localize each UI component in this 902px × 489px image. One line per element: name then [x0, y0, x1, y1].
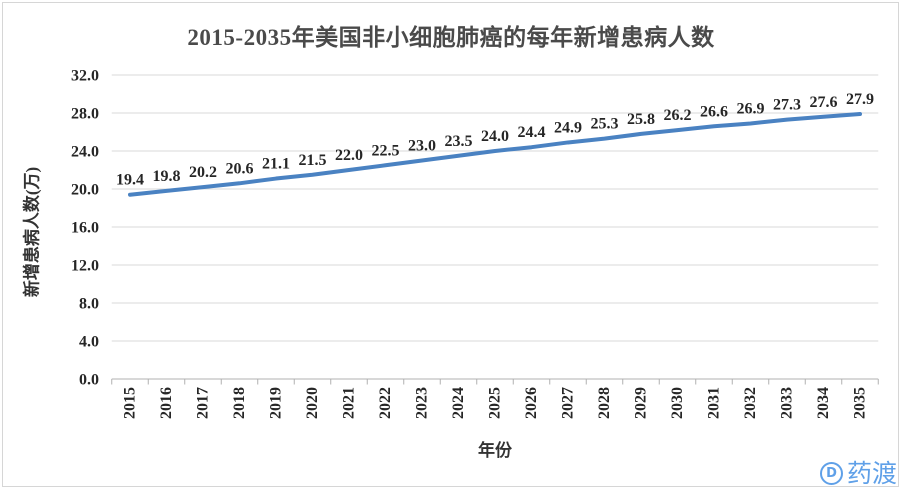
data-label: 24.9 [554, 119, 582, 136]
x-tick-label: 2029 [633, 387, 650, 419]
data-label: 26.6 [700, 103, 728, 120]
y-tick-label: 4.0 [79, 334, 99, 351]
x-tick-label: 2034 [815, 387, 832, 419]
x-tick-label: 2025 [487, 387, 504, 419]
x-tick-label: 2020 [304, 387, 321, 419]
data-label: 26.2 [664, 107, 692, 124]
data-label: 20.6 [226, 160, 254, 177]
x-tick-label: 2027 [560, 387, 577, 419]
x-tick-label: 2026 [523, 387, 540, 419]
y-tick-label: 16.0 [71, 220, 99, 237]
x-tick-label: 2017 [195, 387, 212, 419]
y-tick-label: 24.0 [71, 144, 99, 161]
data-series-line [128, 111, 862, 197]
x-tick-label: 2033 [779, 387, 796, 419]
x-tick-label: 2032 [742, 387, 759, 419]
y-tick-label: 12.0 [71, 258, 99, 275]
x-axis-title: 年份 [478, 441, 512, 460]
data-label: 27.3 [773, 97, 801, 114]
data-label: 26.9 [737, 100, 765, 117]
data-label: 19.8 [153, 168, 181, 185]
data-label: 24.4 [518, 124, 546, 141]
data-label: 19.4 [116, 172, 144, 189]
x-tick-label: 2021 [341, 387, 358, 419]
data-label: 22.5 [372, 142, 400, 159]
x-tick-label: 2031 [706, 387, 723, 419]
data-label: 25.3 [591, 116, 619, 133]
chart-title: 2015-2035年美国非小细胞肺癌的每年新增患病人数 [187, 25, 715, 50]
y-tick-label: 0.0 [79, 372, 99, 389]
data-label: 27.6 [810, 94, 838, 111]
data-label: 20.2 [189, 164, 217, 181]
data-label: 23.5 [445, 133, 473, 150]
x-tick-label: 2016 [158, 387, 175, 419]
data-label: 24.0 [481, 128, 509, 145]
data-label: 22.0 [335, 147, 363, 164]
y-axis-title: 新增患病人数(万) [22, 166, 42, 298]
y-tick-label: 28.0 [71, 106, 99, 123]
data-label: 21.1 [262, 156, 290, 173]
y-tick-label: 20.0 [71, 182, 99, 199]
data-label: 21.5 [299, 152, 327, 169]
x-tick-label: 2028 [596, 387, 613, 419]
x-tick-label: 2030 [669, 387, 686, 419]
x-tick-label: 2018 [231, 387, 248, 419]
x-tick-label: 2023 [414, 387, 431, 419]
data-label: 25.8 [627, 111, 655, 128]
data-label: 27.9 [846, 91, 874, 108]
watermark: D 药渡 [819, 459, 897, 488]
y-tick-label: 8.0 [79, 296, 99, 313]
y-tick-label: 32.0 [71, 68, 99, 85]
x-tick-label: 2035 [852, 387, 869, 419]
x-tick-label: 2024 [450, 387, 467, 419]
pharmacodia-logo-icon: D [819, 462, 843, 485]
watermark-text: 药渡 [846, 459, 897, 488]
x-tick-label: 2022 [377, 387, 394, 419]
x-tick-label: 2015 [122, 387, 139, 419]
x-tick-label: 2019 [268, 387, 285, 419]
data-label: 23.0 [408, 138, 436, 155]
